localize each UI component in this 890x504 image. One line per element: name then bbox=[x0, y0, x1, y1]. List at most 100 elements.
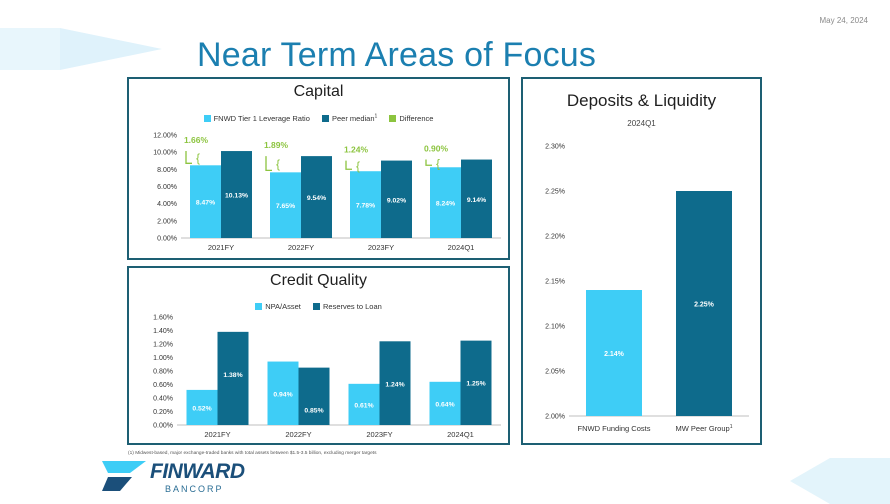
y-tick-label: 10.00% bbox=[153, 150, 177, 157]
y-tick-label: 2.15% bbox=[545, 279, 565, 286]
deposits-chart-title: Deposits & Liquidity bbox=[566, 91, 717, 110]
y-tick-label: 2.25% bbox=[545, 189, 565, 196]
y-tick-label: 1.60% bbox=[153, 315, 173, 322]
data-label: 0.85% bbox=[304, 408, 323, 415]
difference-label: 1.66% bbox=[184, 135, 209, 145]
data-label: 7.65% bbox=[276, 203, 295, 210]
x-tick-label: 2022FY bbox=[288, 243, 314, 252]
y-tick-label: 0.00% bbox=[157, 236, 177, 243]
x-tick-label: 2024Q1 bbox=[447, 430, 474, 439]
date-label: May 24, 2024 bbox=[819, 16, 868, 25]
x-tick-label: 2023FY bbox=[368, 243, 394, 252]
capital-chart-title: Capital bbox=[293, 83, 344, 100]
decorative-arrow-left bbox=[60, 28, 162, 70]
bar-secondary bbox=[301, 156, 332, 238]
data-label: 1.25% bbox=[466, 381, 485, 388]
y-tick-label: 0.60% bbox=[153, 382, 173, 389]
y-tick-label: 0.80% bbox=[153, 369, 173, 376]
data-label: 9.14% bbox=[467, 197, 486, 204]
credit-legend-reserves: Reserves to Loan bbox=[323, 302, 382, 311]
difference-bracket bbox=[345, 160, 352, 170]
bar-fnwd-funding-costs bbox=[586, 290, 642, 416]
bar-secondary bbox=[379, 341, 411, 425]
bar-secondary bbox=[221, 151, 252, 238]
deposits-panel: Deposits & Liquidity 2024Q1 2.00% 2.05% 2.… bbox=[521, 77, 762, 445]
capital-legend: FNWD Tier 1 Leverage Ratio Peer median1 … bbox=[129, 113, 508, 123]
decorative-arrow-right bbox=[790, 458, 830, 504]
decorative-banner-right bbox=[830, 458, 890, 504]
difference-brace: { bbox=[276, 157, 280, 171]
data-label: 10.13% bbox=[225, 193, 248, 200]
y-tick-label: 1.00% bbox=[153, 355, 173, 362]
bar-primary bbox=[186, 389, 218, 425]
y-tick-label: 2.05% bbox=[545, 369, 565, 376]
deposits-chart-subtitle: 2024Q1 bbox=[627, 119, 656, 128]
capital-legend-superscript: 1 bbox=[374, 113, 378, 119]
bar-mw-peer-group bbox=[676, 191, 732, 416]
data-label: 1.24% bbox=[385, 381, 404, 388]
bar-secondary bbox=[217, 331, 249, 425]
difference-label: 1.89% bbox=[264, 140, 289, 150]
y-tick-label: 1.20% bbox=[153, 342, 173, 349]
difference-brace: { bbox=[436, 156, 440, 170]
y-tick-label: 2.00% bbox=[545, 414, 565, 421]
data-label: 0.64% bbox=[435, 401, 454, 408]
y-tick-label: 0.40% bbox=[153, 396, 173, 403]
bar-secondary bbox=[461, 159, 492, 238]
footnote: (1) Midwest-based, major exchange-traded… bbox=[128, 451, 377, 456]
data-label: 8.24% bbox=[436, 201, 455, 208]
data-label: 1.38% bbox=[223, 372, 242, 379]
difference-label: 1.24% bbox=[344, 145, 369, 155]
y-tick-label: 8.00% bbox=[157, 167, 177, 174]
bar-primary bbox=[350, 171, 381, 238]
data-label: 2.14% bbox=[604, 351, 625, 358]
x-tick-label: 2021FY bbox=[208, 243, 234, 252]
bar-primary bbox=[267, 361, 299, 425]
x-tick-label: MW Peer Group1 bbox=[676, 424, 733, 433]
credit-legend: NPA/Asset Reserves to Loan bbox=[129, 302, 508, 311]
y-tick-label: 12.00% bbox=[153, 133, 177, 140]
capital-legend-fnwd: FNWD Tier 1 Leverage Ratio bbox=[213, 113, 310, 123]
y-tick-label: 2.00% bbox=[157, 218, 177, 225]
credit-chart-title: Credit Quality bbox=[270, 272, 367, 289]
y-tick-label: 2.20% bbox=[545, 234, 565, 241]
bar-primary bbox=[270, 172, 301, 238]
logo-subtitle: BANCORP bbox=[165, 484, 224, 494]
data-label: 7.78% bbox=[356, 203, 375, 210]
bar-secondary bbox=[381, 160, 412, 238]
capital-legend-difference: Difference bbox=[399, 113, 434, 123]
y-tick-label: 2.10% bbox=[545, 324, 565, 331]
bar-primary bbox=[429, 381, 461, 425]
data-label: 8.47% bbox=[196, 200, 215, 207]
data-label: 2.25% bbox=[694, 302, 715, 309]
y-tick-label: 1.40% bbox=[153, 328, 173, 335]
bar-primary bbox=[190, 165, 221, 238]
page-title: Near Term Areas of Focus bbox=[197, 36, 597, 74]
difference-label: 0.90% bbox=[424, 144, 449, 154]
x-tick-label: 2021FY bbox=[204, 430, 230, 439]
decorative-banner-left bbox=[0, 28, 60, 70]
difference-bracket bbox=[425, 159, 432, 166]
data-label: 9.54% bbox=[307, 195, 326, 202]
difference-bracket bbox=[265, 156, 272, 171]
difference-bracket bbox=[185, 151, 192, 164]
bar-primary bbox=[430, 167, 461, 238]
y-tick-label: 6.00% bbox=[157, 184, 177, 191]
y-tick-label: 0.00% bbox=[153, 423, 173, 430]
y-tick-label: 2.30% bbox=[545, 144, 565, 151]
y-tick-label: 4.00% bbox=[157, 201, 177, 208]
data-label: 0.94% bbox=[273, 391, 292, 398]
x-tick-label: FNWD Funding Costs bbox=[578, 424, 651, 433]
difference-brace: { bbox=[196, 151, 200, 165]
bar-secondary bbox=[460, 340, 492, 425]
x-tick-label: 2022FY bbox=[285, 430, 311, 439]
y-tick-label: 0.20% bbox=[153, 409, 173, 416]
credit-legend-npa: NPA/Asset bbox=[265, 302, 301, 311]
bar-primary bbox=[348, 383, 380, 425]
capital-legend-peer: Peer median bbox=[331, 113, 375, 123]
x-tick-label: 2024Q1 bbox=[448, 243, 475, 252]
logo-name: FINWARD bbox=[150, 460, 245, 483]
difference-brace: { bbox=[356, 159, 360, 173]
credit-quality-panel: Credit Quality NPA/Asset Reserves to Loa… bbox=[127, 266, 510, 445]
deposits-chart: 2.00% 2.05% 2.10% 2.15% 2.20% 2.25% 2.30% 2.14%… bbox=[545, 144, 749, 433]
